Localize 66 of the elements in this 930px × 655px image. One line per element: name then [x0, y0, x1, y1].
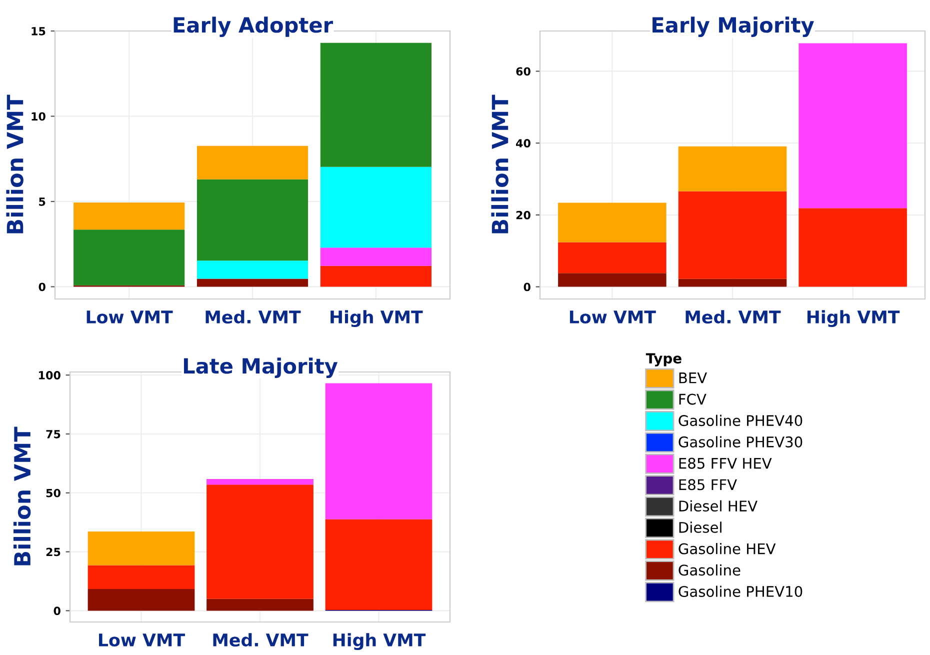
y-tick-label: 20 — [516, 210, 530, 220]
x-tick-label: Med. VMT — [213, 633, 308, 647]
bar — [88, 532, 195, 566]
legend-label: Gasoline PHEV10 — [678, 586, 802, 598]
bar — [798, 43, 907, 208]
chart-title: Early Adopter — [174, 16, 334, 37]
x-tick-label: Low VMT — [570, 310, 656, 324]
legend-label: FCV — [679, 394, 706, 405]
bar — [558, 242, 666, 274]
bar — [196, 179, 308, 261]
legend-label: Gasoline PHEV30 — [678, 436, 802, 448]
legend-label: Gasoline — [678, 564, 740, 576]
bar — [206, 484, 314, 599]
bar — [558, 273, 666, 287]
legend-label: E85 FFV — [679, 479, 737, 490]
bar — [558, 202, 666, 242]
bar — [678, 146, 787, 192]
x-tick-label: High VMT — [333, 633, 426, 650]
x-tick-label: High VMT — [807, 310, 900, 328]
y-tick-label: 0 — [54, 606, 60, 616]
x-tick-label: Med. VMT — [206, 310, 301, 324]
y-tick-label: 25 — [46, 548, 60, 556]
bar — [206, 478, 314, 485]
bar — [320, 248, 432, 266]
y-tick-label: 60 — [516, 67, 530, 76]
y-tick-label: 10 — [32, 112, 46, 121]
bar — [196, 260, 308, 279]
bar — [320, 266, 432, 287]
y-tick-label: 0 — [524, 282, 530, 292]
bar — [74, 202, 185, 230]
chart-title: Late Majority — [184, 358, 338, 378]
legend-label: Diesel — [679, 522, 722, 533]
y-tick-label: 5 — [39, 198, 46, 206]
x-tick-label: Low VMT — [86, 310, 173, 324]
legend-label: Gasoline PHEV40 — [678, 414, 802, 426]
x-tick-label: High VMT — [330, 310, 423, 328]
y-axis-title: Billion VMT — [6, 94, 24, 234]
bar — [88, 589, 195, 611]
y-tick-label: 0 — [38, 282, 46, 292]
bar — [196, 278, 308, 287]
x-tick-label: Low VMT — [99, 634, 185, 647]
y-tick-label: 15 — [32, 27, 46, 36]
bar — [320, 42, 432, 167]
bar — [678, 278, 787, 287]
bar — [88, 565, 195, 590]
y-tick-label: 50 — [46, 488, 60, 498]
y-tick-label: 40 — [516, 139, 530, 148]
legend-label: Diesel HEV — [679, 500, 758, 512]
bar — [320, 166, 432, 248]
bar — [798, 208, 907, 287]
y-axis-title: Billion VMT — [491, 94, 508, 234]
bar — [678, 191, 787, 279]
bar — [206, 598, 314, 611]
legend-label: BEV — [679, 372, 707, 384]
chart-title: Early Majority — [652, 16, 814, 37]
bar — [325, 383, 432, 520]
x-tick-label: Med. VMT — [686, 310, 781, 324]
y-tick-label: 100 — [39, 371, 60, 380]
legend-label: Gasoline HEV — [678, 542, 776, 554]
bar — [74, 230, 185, 286]
bar — [196, 146, 308, 180]
legend-label: E85 FFV HEV — [679, 458, 772, 469]
y-axis-title: Billion VMT — [13, 426, 31, 566]
y-tick-label: 75 — [46, 430, 60, 438]
legend-title: Type — [646, 353, 682, 366]
bar — [325, 519, 432, 610]
